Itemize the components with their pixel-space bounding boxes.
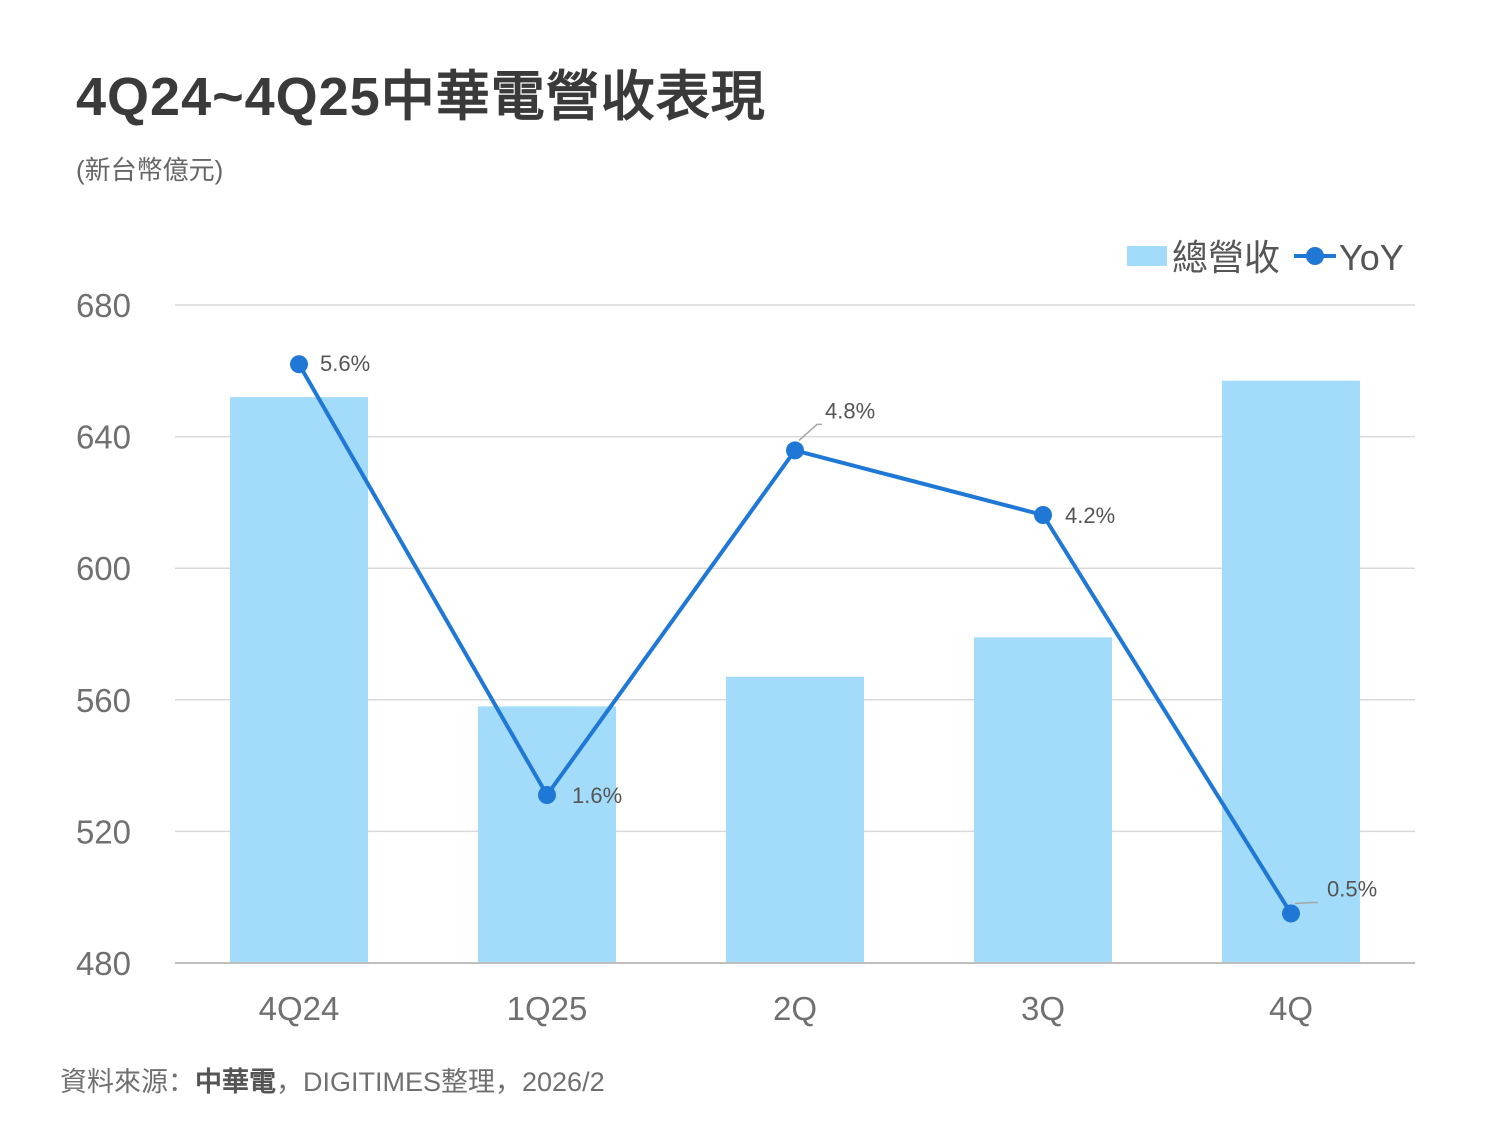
- revenue-bar: [1222, 380, 1360, 963]
- chart-title: 4Q24~4Q25中華電營收表現: [76, 67, 766, 127]
- yoy-data-label: 5.6%: [320, 351, 370, 376]
- yoy-point: [538, 786, 556, 804]
- x-tick-label: 3Q: [1021, 990, 1065, 1027]
- x-tick-label: 4Q: [1269, 990, 1313, 1027]
- yoy-point: [1034, 506, 1052, 524]
- unit-label: (新台幣億元): [76, 155, 224, 185]
- legend-line-label: YoY: [1339, 237, 1404, 278]
- yoy-data-label: 0.5%: [1327, 876, 1377, 901]
- y-tick-label: 560: [76, 682, 131, 719]
- legend-bar-label: 總營收: [1172, 237, 1280, 278]
- yoy-data-label: 4.8%: [825, 398, 875, 423]
- legend-bar-swatch: [1127, 246, 1167, 266]
- data-label-leader: [1294, 901, 1318, 905]
- y-tick-label: 520: [76, 813, 131, 850]
- yoy-point: [1282, 904, 1300, 923]
- y-tick-label: 480: [76, 945, 131, 982]
- x-tick-label: 2Q: [773, 990, 817, 1027]
- x-tick-label: 4Q24: [259, 990, 340, 1027]
- revenue-bar: [726, 676, 864, 963]
- source-prefix: 資料來源：: [60, 1067, 195, 1097]
- yoy-data-label: 4.2%: [1065, 503, 1115, 528]
- y-tick-label: 600: [76, 550, 131, 587]
- y-tick-label: 640: [76, 419, 131, 456]
- source-note: 資料來源：中華電，DIGITIMES整理，2026/2: [60, 1060, 605, 1099]
- revenue-bar: [478, 706, 616, 963]
- source-company: 中華電: [195, 1067, 276, 1097]
- source-suffix: ，DIGITIMES整理，2026/2: [276, 1067, 605, 1097]
- legend-line-marker: [1306, 247, 1324, 265]
- data-label-leader: [798, 423, 822, 441]
- yoy-point: [290, 355, 308, 374]
- x-tick-label: 1Q25: [507, 990, 588, 1027]
- yoy-data-label: 1.6%: [572, 783, 622, 808]
- yoy-point: [786, 441, 804, 460]
- y-tick-label: 680: [76, 287, 131, 324]
- revenue-bar: [974, 637, 1112, 963]
- revenue-bar: [230, 397, 368, 963]
